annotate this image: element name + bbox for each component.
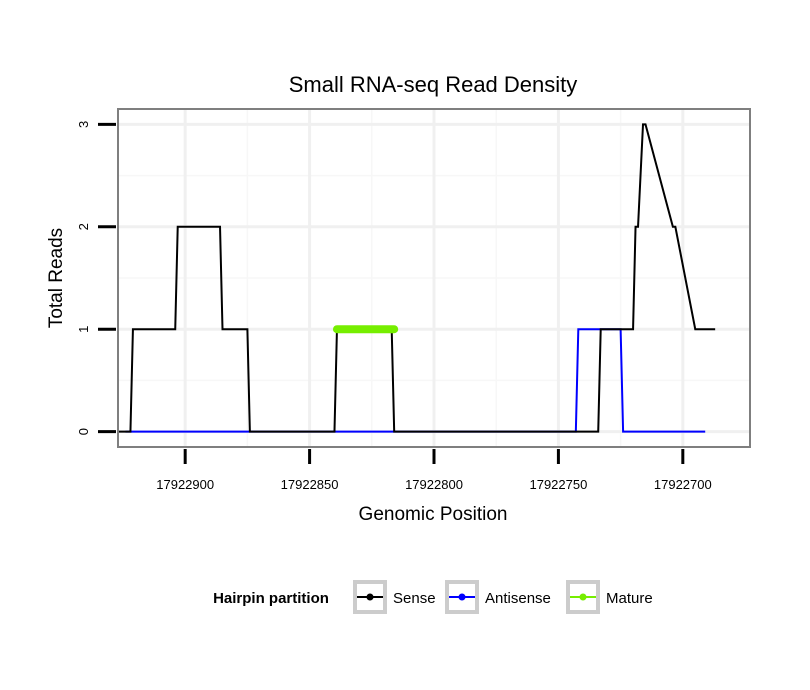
- legend-item-antisense: Antisense: [445, 580, 551, 614]
- x-tick-label: 17922850: [281, 477, 339, 492]
- y-tick-label: 2: [76, 223, 91, 230]
- x-tick-label: 17922900: [156, 477, 214, 492]
- y-axis-title: Total Reads: [46, 228, 67, 328]
- legend-item-sense: Sense: [353, 580, 436, 614]
- series-layer: [118, 123, 716, 433]
- legend-key-box: [566, 580, 600, 614]
- x-tick-label: 17922750: [529, 477, 587, 492]
- legend-label: Mature: [606, 590, 653, 607]
- legend-label: Sense: [393, 590, 436, 607]
- x-tick-label: 17922700: [654, 477, 712, 492]
- y-tick-label: 0: [76, 428, 91, 435]
- plot-panel-border: [117, 108, 751, 448]
- series-line-sense: [118, 123, 716, 433]
- chart-title: Small RNA-seq Read Density: [289, 72, 578, 97]
- legend-title: Hairpin partition: [213, 590, 329, 607]
- legend-key-point: [458, 593, 466, 601]
- y-tick-label: 3: [76, 121, 91, 128]
- x-axis: 17922900 17922850 17922800 17922750 17922700: [156, 449, 712, 492]
- y-axis: 0 1 2 3: [76, 121, 116, 435]
- legend: Hairpin partition Sense Antisense Mature: [213, 580, 653, 614]
- y-tick-label: 1: [76, 326, 91, 333]
- legend-key-point: [579, 593, 587, 601]
- x-axis-title: Genomic Position: [359, 504, 508, 525]
- legend-item-mature: Mature: [566, 580, 653, 614]
- legend-label: Antisense: [485, 590, 551, 607]
- x-tick-label: 17922800: [405, 477, 463, 492]
- legend-key-point: [366, 593, 374, 601]
